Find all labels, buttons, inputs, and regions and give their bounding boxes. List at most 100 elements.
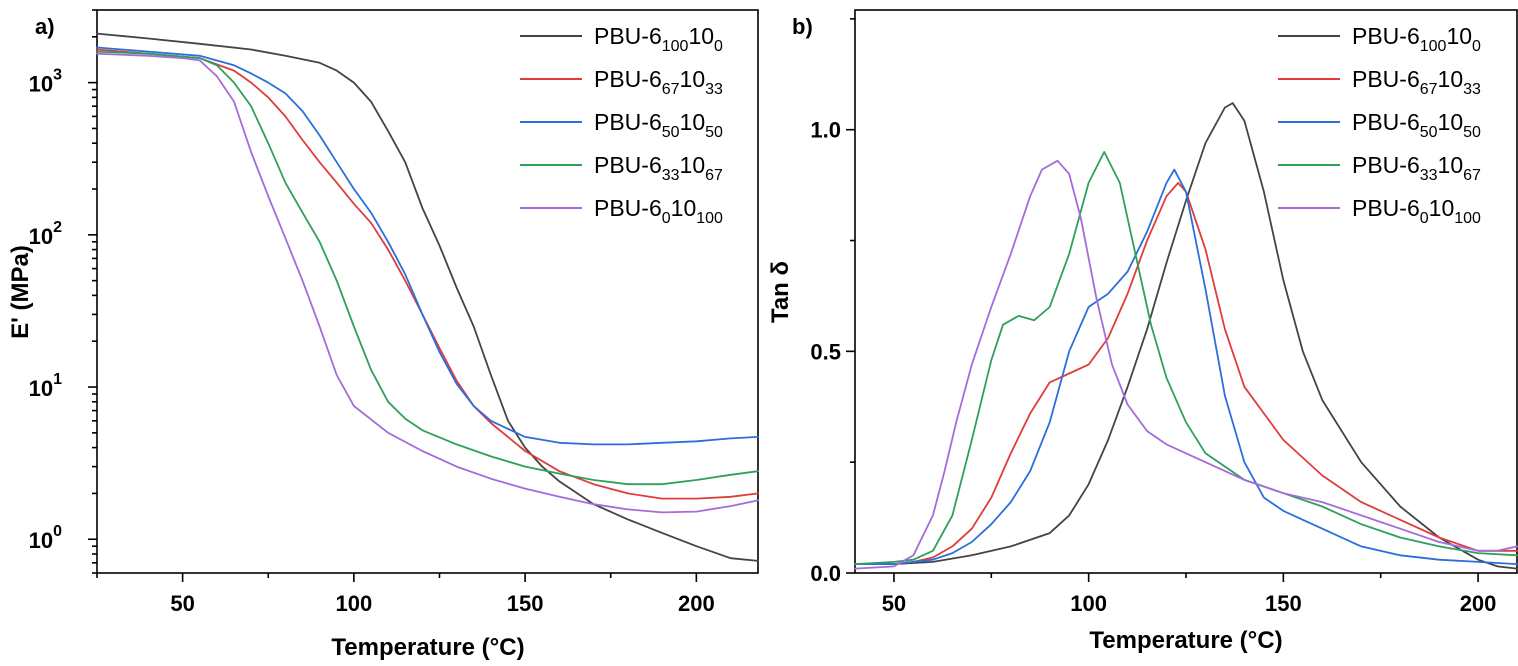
panel-a-series-s67-line [96,48,759,500]
panel-b-lines [854,102,1518,570]
panel-b-series-s50-line [854,168,1518,565]
panel-a-y-tick-exp: 1 [53,371,62,388]
panel-a-y-tick-exp: 3 [53,67,62,84]
legend-label-part: 10 [1438,66,1464,92]
legend-label-part: PBU-6 [594,195,662,221]
panel-a-x-tick-label: 100 [336,591,373,616]
legend-label-part: 67 [705,167,723,184]
legend-label-part: 10 [680,152,706,178]
panel-a-series-s0-line [96,52,759,514]
legend-label-part: 0 [1420,210,1429,227]
panel-a-legend-label-s100: PBU-6100100 [594,23,723,55]
panel-a-series-s50-line [96,46,759,446]
panel-a-label: a) [35,14,55,39]
panel-b-x-tick-label: 150 [1265,591,1302,616]
legend-label-part: 33 [1463,81,1481,98]
legend-label-part: 67 [1420,81,1438,98]
panel-b-series-s33-line [854,150,1518,565]
panel-b-x-axis-title: Temperature (°C) [1089,627,1282,654]
panel-a-y-tick-label: 100 [29,523,62,553]
legend-label-part: 50 [1463,124,1481,141]
panel-b-y-tick-label: 0.5 [810,339,841,364]
legend-label-part: PBU-6 [1352,109,1420,135]
panel-b-y-tick-label: 0.0 [810,561,841,586]
panel-a-x-tick-label: 200 [678,591,715,616]
panel-a-legend: PBU-6100100PBU-6671033PBU-6501050PBU-633… [520,23,723,227]
legend-label-part: PBU-6 [594,66,662,92]
legend-label-part: 0 [662,210,671,227]
legend-label-part: 0 [1472,38,1481,55]
legend-label-part: 100 [1420,38,1447,55]
legend-label-part: 33 [705,81,723,98]
legend-label-part: 50 [662,124,680,141]
legend-label-part: 10 [671,195,697,221]
legend-label-part: PBU-6 [1352,152,1420,178]
panel-b-legend-label-s100: PBU-6100100 [1352,23,1481,55]
panel-a-y-tick-base: 10 [29,72,53,97]
legend-label-part: PBU-6 [1352,66,1420,92]
panel-b-y-axis-title: Tan δ [767,261,794,323]
panel-b-legend-label-s0: PBU-6010100 [1352,195,1481,227]
legend-label-part: 67 [662,81,680,98]
legend-label-part: 50 [705,124,723,141]
legend-label-part: 10 [1438,152,1464,178]
panel-b-series-s100-line [854,102,1518,570]
panel-b-x-tick-label: 100 [1070,591,1107,616]
panel-b-legend: PBU-6100100PBU-6671033PBU-6501050PBU-633… [1278,23,1481,227]
panel-a-y-tick-label: 101 [29,371,62,401]
legend-label-part: 10 [1446,23,1472,49]
panel-b-series-s0-line [854,159,1518,570]
legend-label-part: 10 [1438,109,1464,135]
legend-label-part: PBU-6 [594,23,662,49]
panel-a-y-tick-base: 10 [29,224,53,249]
legend-label-part: 50 [1420,124,1438,141]
panel-a-y-tick-base: 10 [29,528,53,553]
panel-a-series-s100-line [96,32,759,562]
panel-a-legend-label-s33: PBU-6331067 [594,152,723,184]
legend-label-part: 100 [1454,210,1481,227]
panel-b-legend-label-s50: PBU-6501050 [1352,109,1481,141]
panel-a-legend-label-s67: PBU-6671033 [594,66,723,98]
legend-label-part: 10 [680,66,706,92]
panel-a-y-axis-title: E' (MPa) [7,245,34,339]
panel-a-legend-label-s0: PBU-6010100 [594,195,723,227]
panel-b-x-tick-label: 200 [1460,591,1497,616]
panel-a-y-tick-label: 102 [29,219,62,249]
panel-b-x-tick-label: 50 [882,591,906,616]
legend-label-part: PBU-6 [1352,23,1420,49]
panel-b-y-tick-label: 1.0 [810,118,841,143]
legend-label-part: PBU-6 [594,109,662,135]
panel-a-x-axis-title: Temperature (°C) [331,634,524,661]
legend-label-part: 10 [688,23,714,49]
panel-b-legend-label-s67: PBU-6671033 [1352,66,1481,98]
legend-label-part: 100 [662,38,689,55]
legend-label-part: 100 [696,210,723,227]
panel-a-frame [96,9,759,574]
panel-a-y-tick-exp: 2 [53,219,62,236]
legend-label-part: 33 [662,167,680,184]
panel-b-legend-label-s33: PBU-6331067 [1352,152,1481,184]
panel-b-label: b) [792,14,813,39]
panel-a-legend-label-s50: PBU-6501050 [594,109,723,141]
panel-b-frame [854,9,1518,574]
panel-a-series-s33-line [96,50,759,486]
legend-label-part: 10 [1429,195,1455,221]
panel-a-x-tick-label: 150 [507,591,544,616]
legend-label-part: 33 [1420,167,1438,184]
legend-label-part: PBU-6 [1352,195,1420,221]
panel-a-lines [96,32,759,562]
legend-label-part: 10 [680,109,706,135]
legend-label-part: 0 [714,38,723,55]
legend-label-part: 67 [1463,167,1481,184]
panel-a-x-tick-label: 50 [170,591,194,616]
panel-b-series-s67-line [854,181,1518,565]
legend-label-part: PBU-6 [594,152,662,178]
panel-a-y-tick-exp: 0 [53,523,62,540]
panel-a-y-tick-label: 103 [29,67,62,97]
panel-a-y-tick-base: 10 [29,376,53,401]
